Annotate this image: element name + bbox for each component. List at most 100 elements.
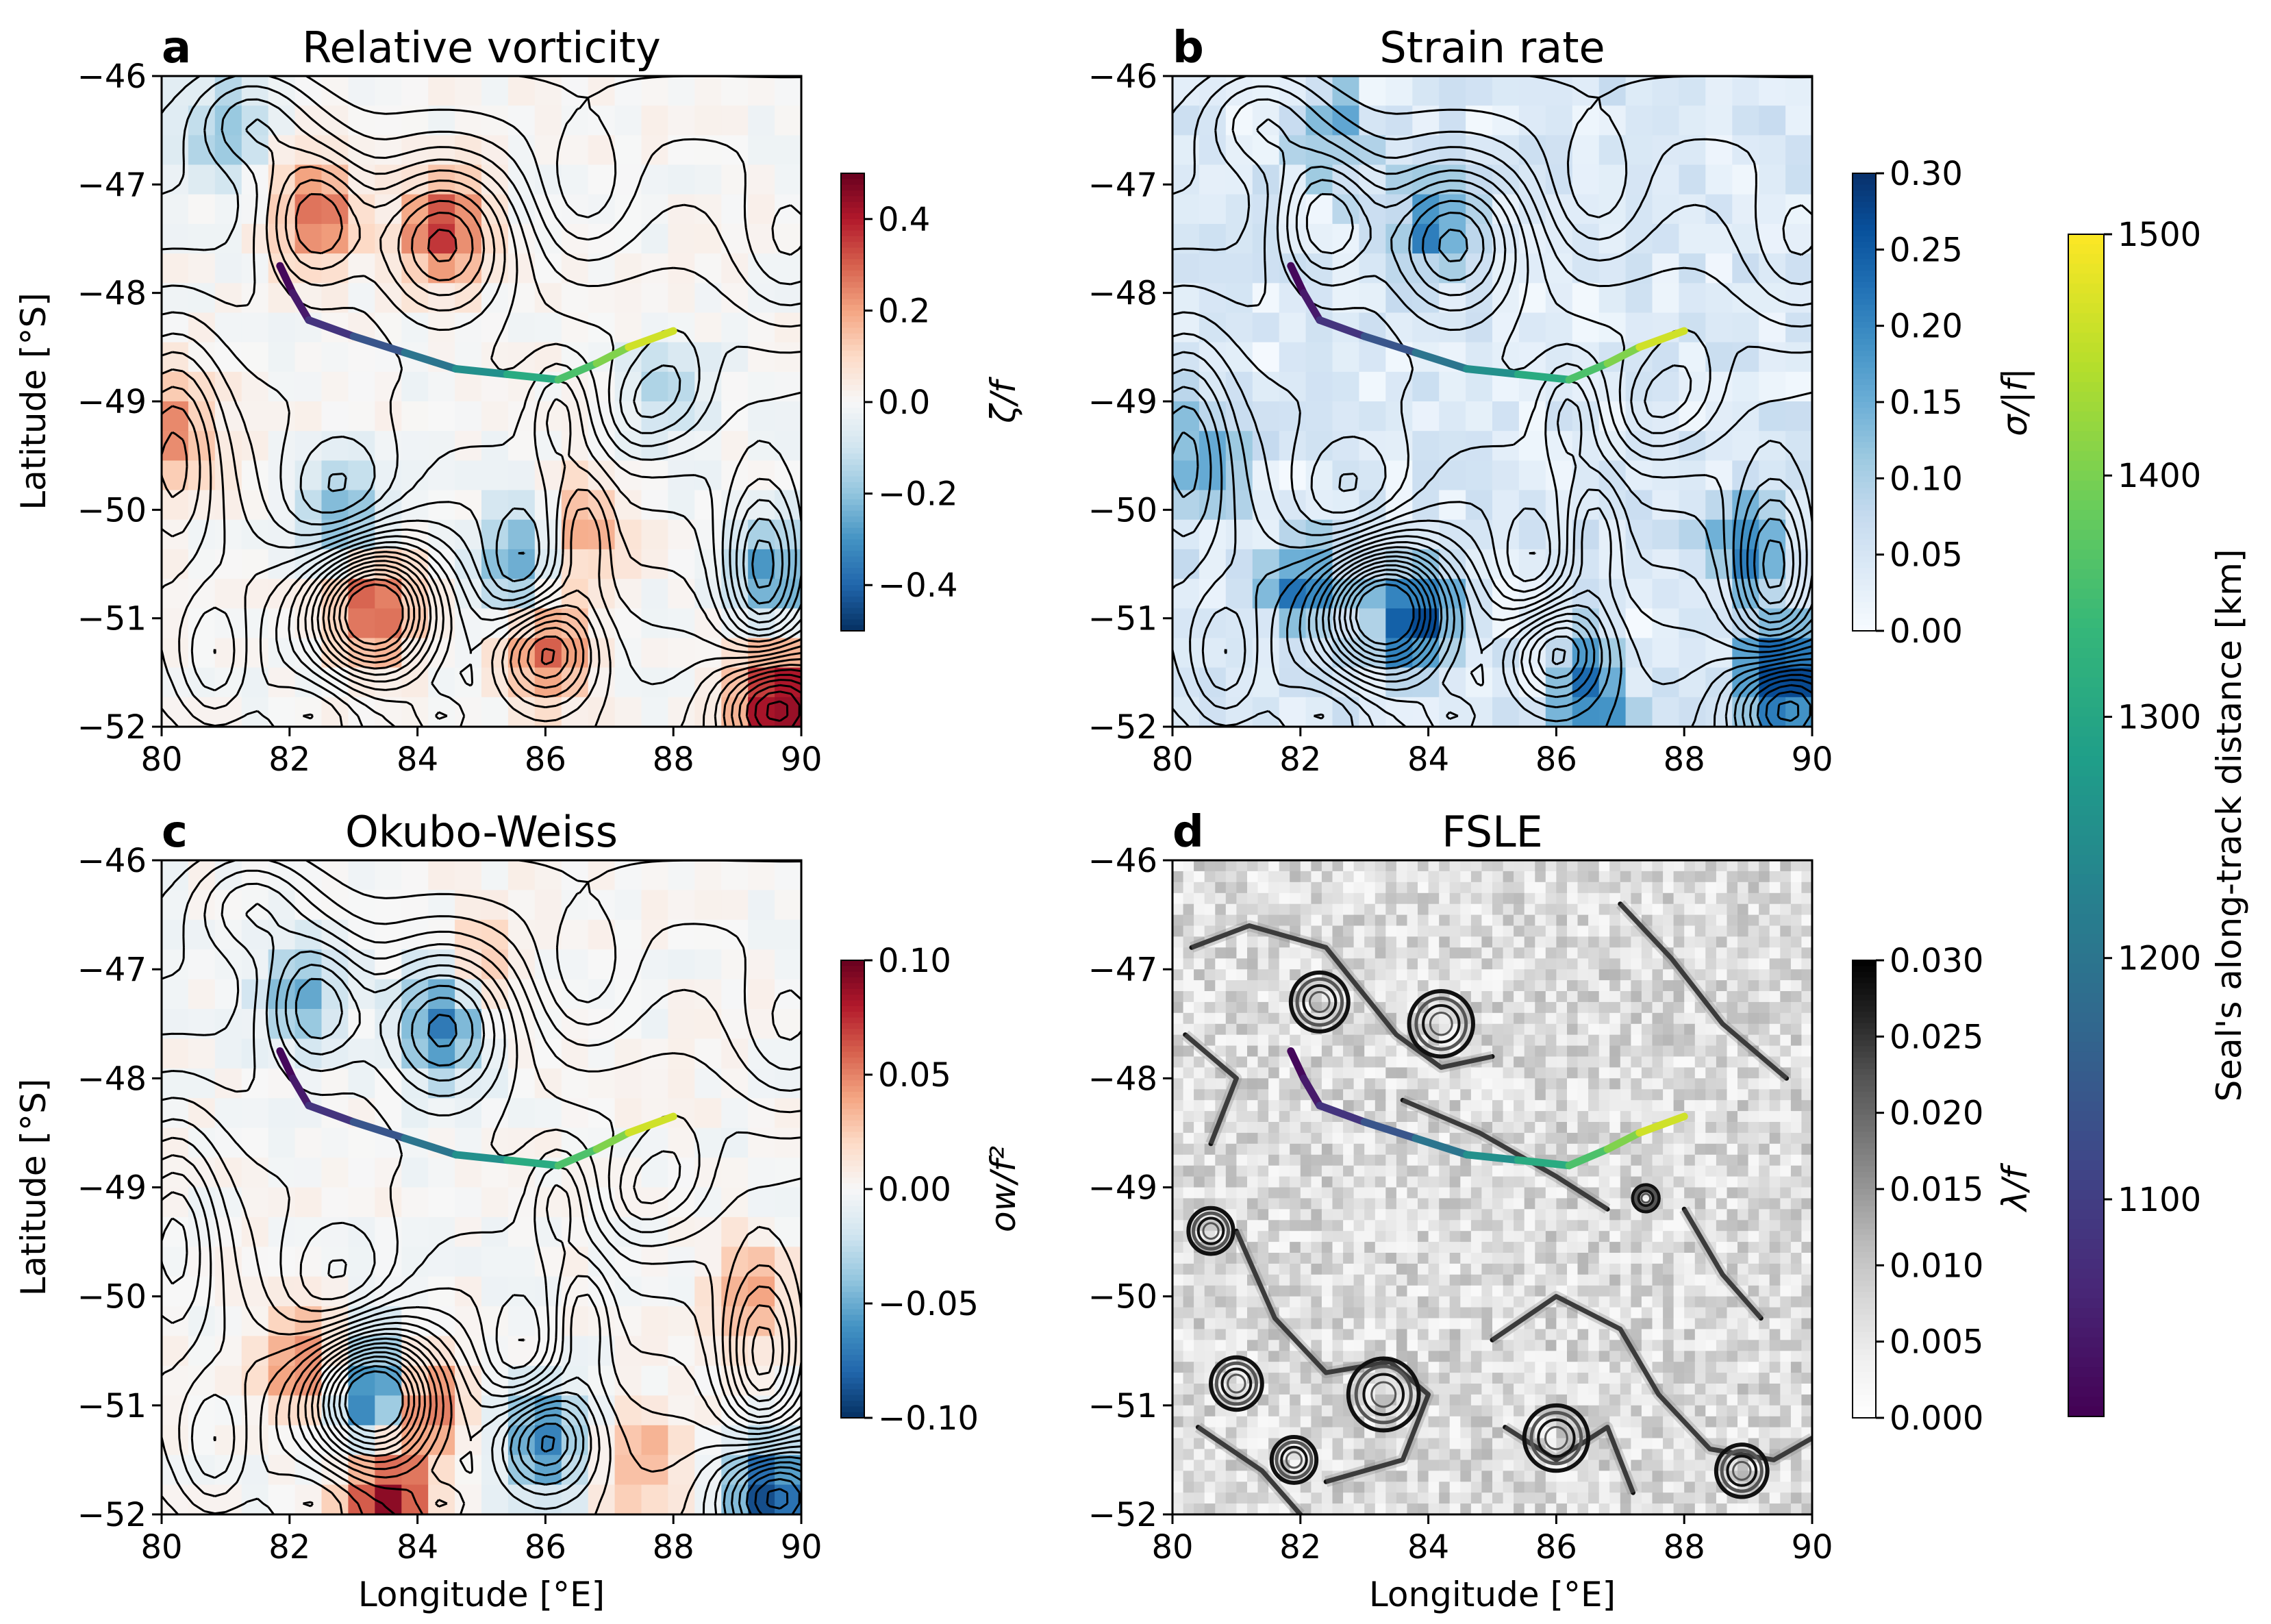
heatmap-cell	[1439, 490, 1466, 521]
fsle-cell	[1673, 991, 1685, 1003]
fsle-cell	[1268, 1285, 1280, 1297]
fsle-cell	[1194, 1176, 1205, 1188]
fsle-cell	[1396, 882, 1408, 894]
heatmap-cell	[162, 860, 189, 890]
fsle-cell	[1769, 1340, 1781, 1351]
fsle-cell	[1620, 1154, 1631, 1166]
fsle-cell	[1503, 1187, 1514, 1199]
fsle-cell	[1268, 1045, 1280, 1058]
fsle-cell	[1748, 1362, 1759, 1373]
fsle-cell	[1215, 1165, 1227, 1177]
fsle-cell	[1684, 1307, 1696, 1319]
heatmap-cell	[348, 135, 375, 166]
colorbar-segment	[1853, 190, 1876, 197]
colorbar-segment	[841, 413, 864, 420]
colorbar-segment	[1853, 327, 1876, 334]
fsle-cell	[1279, 947, 1290, 959]
fsle-cell	[1673, 1078, 1685, 1090]
fsle-cell	[1705, 1154, 1717, 1166]
fsle-cell	[1194, 1340, 1205, 1351]
colorbar-segment	[1853, 499, 1876, 506]
fsle-cell	[1279, 914, 1290, 927]
fsle-cell	[1321, 1274, 1333, 1286]
fsle-cell	[1598, 1351, 1610, 1362]
fsle-cell	[1567, 1253, 1579, 1264]
fsle-cell	[1492, 1209, 1504, 1221]
fsle-cell	[1631, 1318, 1642, 1329]
fsle-cell	[1694, 1122, 1706, 1134]
fsle-cell	[1396, 1231, 1408, 1242]
colorbar-segment	[1853, 442, 1876, 449]
fsle-cell	[1705, 1122, 1717, 1134]
colorbar-segment	[841, 551, 864, 558]
track-segment	[289, 289, 313, 324]
fsle-cell	[1492, 1274, 1504, 1286]
fsle-cell	[1705, 1296, 1717, 1308]
colorbar-segment	[841, 988, 864, 995]
fsle-cell	[1727, 936, 1738, 948]
okubo-weiss-heatmap	[162, 860, 801, 1514]
heatmap-cell	[1785, 76, 1812, 106]
heatmap-cell	[1199, 519, 1227, 550]
fsle-cell	[1321, 892, 1333, 905]
fsle-cell	[1268, 1231, 1280, 1242]
colorbar-segment	[841, 1029, 864, 1036]
fsle-cell	[1418, 958, 1429, 970]
fsle-cell	[1514, 980, 1525, 992]
fsle-cell	[1343, 1231, 1355, 1242]
fsle-cell	[1396, 1001, 1408, 1014]
fsle-cell	[1567, 1307, 1579, 1319]
fsle-cell	[1556, 1132, 1568, 1145]
fsle-cell	[1215, 1253, 1227, 1264]
fsle-cell	[1609, 1154, 1621, 1166]
fsle-cell	[1737, 947, 1749, 959]
fsle-cell	[1257, 1100, 1269, 1112]
fsle-cell	[1247, 1220, 1259, 1232]
fsle-cell	[1769, 936, 1781, 948]
fsle-cell	[1727, 1296, 1738, 1308]
fsle-cell	[1236, 980, 1248, 992]
fsle-cell	[1236, 1122, 1248, 1134]
fsle-cell	[1481, 991, 1493, 1003]
heatmap-cell	[214, 1276, 242, 1307]
fsle-cell	[1727, 958, 1738, 970]
colorbar-segment	[841, 453, 864, 460]
fsle-cell	[1172, 871, 1184, 883]
fsle-cell	[1737, 1318, 1749, 1329]
fsle-cell	[1535, 1187, 1546, 1199]
fsle-cell	[1769, 1012, 1781, 1025]
fsle-cell	[1694, 1100, 1706, 1112]
colorbar-segment	[1853, 464, 1876, 472]
fsle-cell	[1247, 1307, 1259, 1319]
fsle-cell	[1407, 1187, 1418, 1199]
colorbar-segment	[841, 482, 864, 489]
fsle-cell	[1460, 1078, 1472, 1090]
fsle-cell	[1257, 1307, 1269, 1319]
fsle-cell	[1684, 903, 1696, 916]
fsle-cell	[1514, 860, 1525, 872]
fsle-cell	[1620, 1067, 1631, 1079]
heatmap-cell	[321, 1187, 349, 1218]
fsle-cell	[1694, 1111, 1706, 1123]
colorbar-segment	[841, 1069, 864, 1075]
fsle-cell	[1215, 1187, 1227, 1199]
fsle-cell	[1514, 1001, 1525, 1014]
fsle-cell	[1439, 1100, 1451, 1112]
heatmap-cell	[481, 401, 509, 432]
fsle-cell	[1748, 1351, 1759, 1362]
fsle-cell	[1375, 958, 1386, 970]
fsle-cell	[1769, 1263, 1781, 1275]
fsle-cell	[1727, 1089, 1738, 1101]
fsle-cell	[1268, 1078, 1280, 1090]
fsle-cell	[1428, 947, 1440, 959]
fsle-cell	[1364, 1296, 1376, 1308]
fsle-cell	[1663, 991, 1674, 1003]
fsle-cell	[1460, 1231, 1472, 1242]
fsle-cell	[1503, 958, 1514, 970]
heatmap-cell	[775, 1038, 801, 1069]
fsle-cell	[1418, 969, 1429, 981]
fsle-cell	[1684, 1242, 1696, 1253]
fsle-cell	[1737, 860, 1749, 872]
ssh-contour-line	[162, 165, 801, 654]
colorbar-segment	[841, 425, 864, 432]
